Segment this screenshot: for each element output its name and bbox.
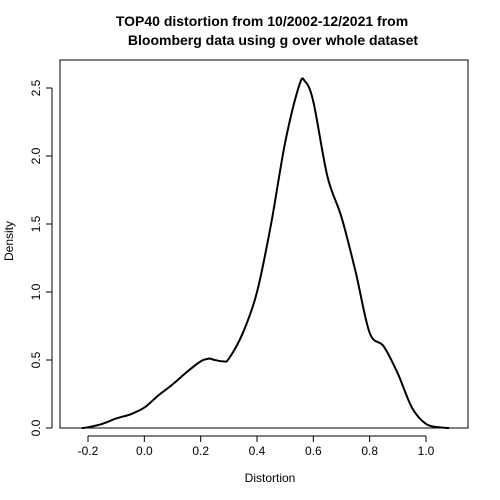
y-tick-label: 2.0: [29, 147, 43, 164]
x-axis: -0.2 0.0 0.2 0.4 0.6 0.8 1.0: [78, 435, 435, 458]
x-tick-label: 0.2: [192, 444, 209, 458]
x-axis-label: Distortion: [245, 471, 296, 485]
x-tick-label: 1.0: [418, 444, 435, 458]
y-tick-label: 1.5: [29, 215, 43, 232]
y-tick-label: 1.0: [29, 283, 43, 300]
x-tick-label: 0.8: [361, 444, 378, 458]
chart-title-line-2: Bloomberg data using g over whole datase…: [128, 32, 418, 48]
y-axis: 0.0 0.5 1.0 1.5 2.0 2.5: [29, 79, 53, 436]
y-axis-label: Density: [2, 221, 16, 261]
y-tick-label: 0.0: [29, 419, 43, 436]
plot-frame: [59, 59, 469, 429]
x-tick-label: 0.0: [136, 444, 153, 458]
y-tick-label: 2.5: [29, 79, 43, 96]
y-tick-label: 0.5: [29, 351, 43, 368]
x-tick-label: -0.2: [78, 444, 99, 458]
chart-title-line-1: TOP40 distortion from 10/2002-12/2021 fr…: [116, 13, 408, 29]
x-tick-label: 0.4: [249, 444, 266, 458]
density-curve: [81, 77, 450, 429]
x-tick-label: 0.6: [305, 444, 322, 458]
